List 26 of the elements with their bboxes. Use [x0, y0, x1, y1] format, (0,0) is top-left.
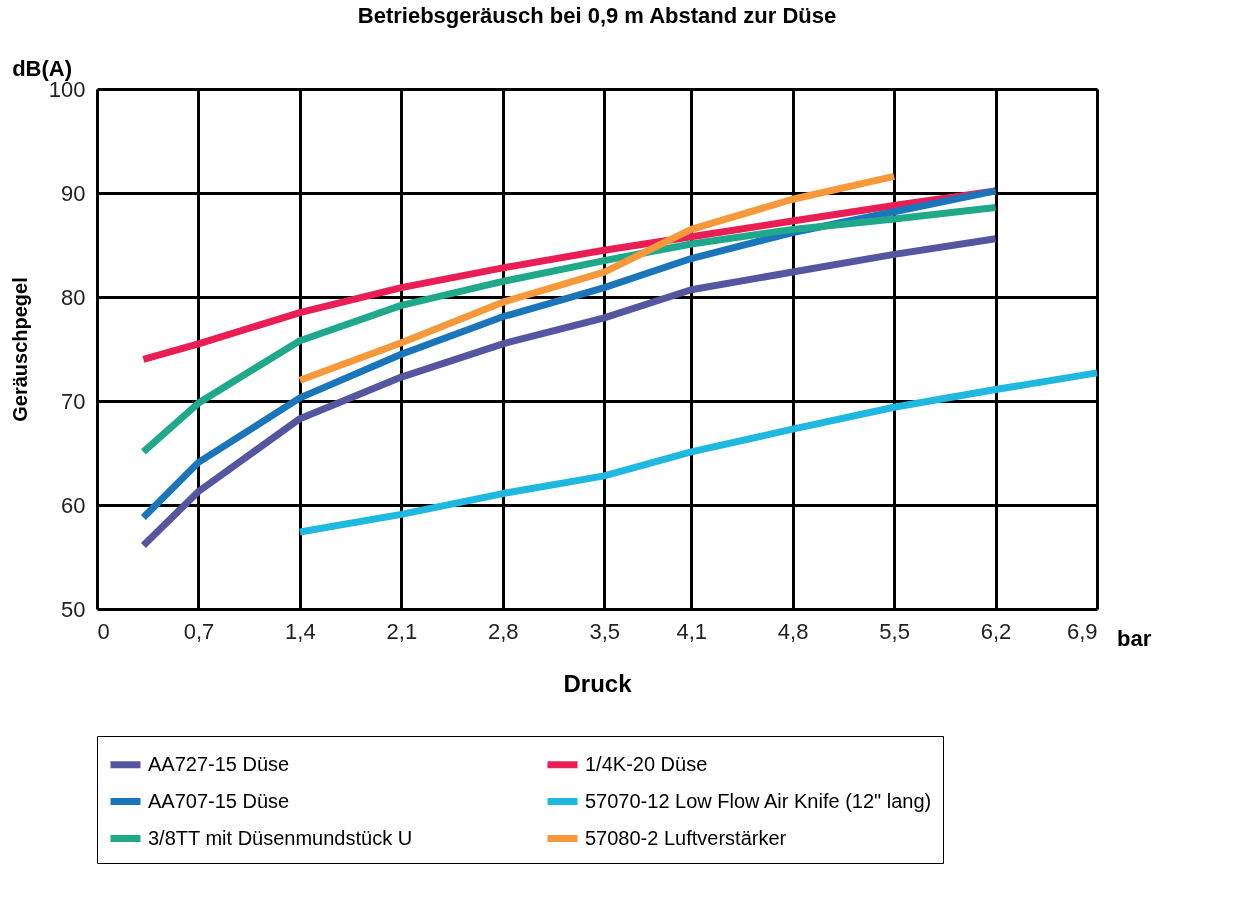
- x-tick-label: 4,8: [777, 618, 809, 644]
- x-tick-label: 3,5: [589, 618, 621, 644]
- y-tick-label: 70: [61, 388, 86, 414]
- x-tick-label: 2,8: [488, 618, 519, 644]
- x-tick-label: 1,4: [285, 618, 316, 644]
- legend-label: 57080-2 Luftverstärker: [585, 826, 787, 849]
- x-tick-label: 6,9: [1066, 618, 1098, 644]
- x-tick-label: 6,2: [980, 618, 1012, 644]
- legend-label: AA707-15 Düse: [148, 789, 290, 812]
- x-tick-label: 5,5: [879, 618, 910, 644]
- x-tick-label: 0: [97, 618, 110, 644]
- x-tick-label: 0,7: [183, 618, 215, 644]
- x-axis-title: Druck: [563, 669, 633, 697]
- legend-label: 3/8TT mit Düsenmundstück U: [148, 826, 413, 849]
- legend-label: AA727-15 Düse: [148, 752, 290, 775]
- legend-label: 57070-12 Low Flow Air Knife (12" lang): [585, 789, 932, 812]
- y-tick-label: 90: [61, 180, 86, 206]
- y-tick-label: 50: [61, 596, 86, 622]
- y-tick-label: 60: [61, 492, 86, 518]
- y-tick-label: 80: [61, 284, 86, 310]
- chart-title: Betriebsgeräusch bei 0,9 m Abstand zur Düse: [357, 3, 837, 28]
- x-tick-label: 4,1: [676, 618, 707, 644]
- legend-label: 1/4K-20 Düse: [585, 752, 708, 775]
- text: bar: [1117, 626, 1152, 651]
- x-tick-label: 2,1: [386, 618, 418, 644]
- y-axis-title: Geräuschpegel: [8, 277, 31, 422]
